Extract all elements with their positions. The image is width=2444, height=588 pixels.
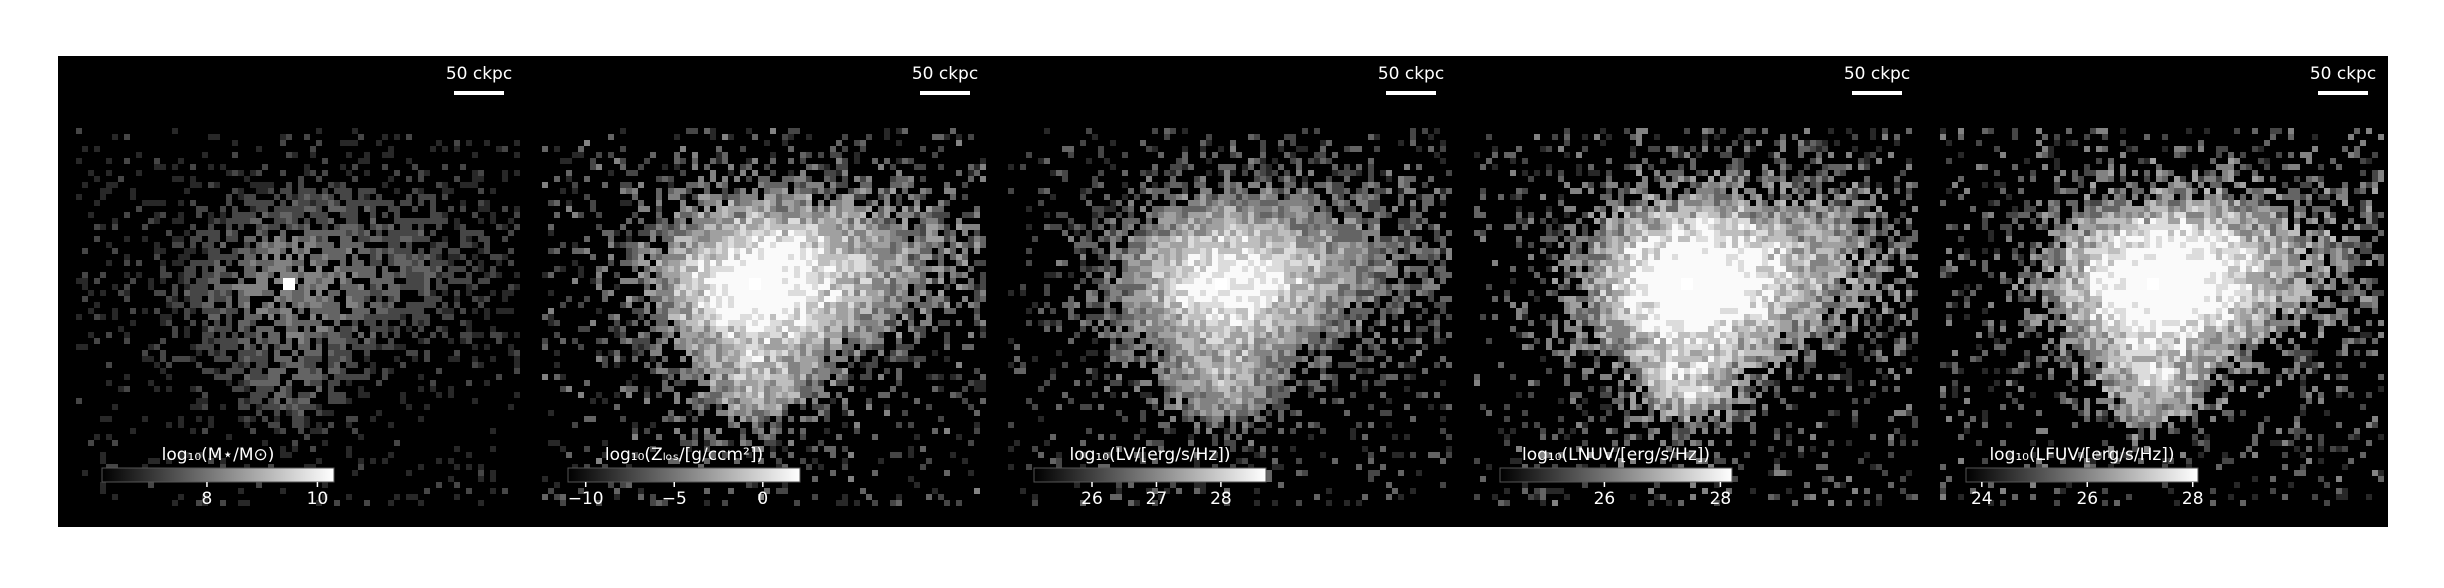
colorbar-label: log₁₀(M⋆/M⊙) <box>162 445 275 465</box>
colorbar-tick-label: 24 <box>1971 489 1993 509</box>
colorbar-tick-label: 26 <box>1594 489 1616 509</box>
colorbar-tick-label: 28 <box>2182 489 2204 509</box>
core <box>283 278 295 290</box>
panel: 50 ckpc log₁₀(LFUV/[erg/s/Hz]) 24 26 28 <box>1940 64 2384 509</box>
colorbar-tick-label: 28 <box>1210 489 1232 509</box>
image-pixels <box>1552 170 1918 422</box>
panel: 50 ckpc log₁₀(M⋆/M⊙) 8 10 <box>76 64 520 509</box>
colorbar-label: log₁₀(LNUV/[erg/s/Hz]) <box>1522 445 1710 465</box>
image-pixels <box>1940 128 2384 500</box>
image-pixels <box>232 236 364 344</box>
colorbar <box>567 467 801 483</box>
image-pixels <box>2012 158 2378 440</box>
colorbar-tick-label: 10 <box>307 489 329 509</box>
scale-label: 50 ckpc <box>1844 64 1910 84</box>
panel: 50 ckpc log₁₀(LV/[erg/s/Hz]) 26 27 28 <box>1008 64 1452 509</box>
image-pixels <box>2066 206 2288 392</box>
colorbar-label: log₁₀(Zₗₒₛ/[g/ccm²]) <box>605 445 763 465</box>
image-pixels <box>542 128 986 500</box>
colorbar-tick-label: −10 <box>568 489 604 509</box>
image-pixels <box>674 212 872 398</box>
image-pixels <box>1474 128 1918 506</box>
image-pixels <box>1056 146 1452 446</box>
image-pixels <box>1474 128 1918 506</box>
scale-label: 50 ckpc <box>912 64 978 84</box>
colorbar-tick-label: 8 <box>202 489 213 509</box>
scale-label: 50 ckpc <box>1378 64 1444 84</box>
colorbar-tick-label: 28 <box>1710 489 1732 509</box>
colorbar-tick-label: −5 <box>662 489 687 509</box>
image-pixels <box>1940 128 2384 506</box>
image-pixels <box>1008 128 1452 506</box>
core <box>1215 278 1227 290</box>
core <box>2147 278 2159 290</box>
image-pixels <box>1176 236 1302 326</box>
colorbar <box>101 467 335 483</box>
image-pixels <box>692 230 842 362</box>
image-pixels <box>76 128 520 506</box>
scale-label: 50 ckpc <box>2310 64 2376 84</box>
image-pixels <box>76 128 520 506</box>
image-pixels <box>1600 206 1822 404</box>
image-pixels <box>184 194 442 416</box>
core <box>749 278 761 290</box>
colorbar-tick-label: 27 <box>1146 489 1168 509</box>
colorbar <box>1033 467 1267 483</box>
image-pixels <box>542 128 986 506</box>
core <box>1681 278 1693 290</box>
image-pixels <box>1474 128 1918 506</box>
image-pixels <box>2084 218 2258 386</box>
colorbar-tick-label: 26 <box>1081 489 1103 509</box>
image-pixels <box>1140 206 1344 404</box>
colorbar <box>1965 467 2199 483</box>
panel: 50 ckpc log₁₀(Zₗₒₛ/[g/ccm²]) −10 −5 0 <box>542 64 986 509</box>
colorbar <box>1499 467 1733 483</box>
image-pixels <box>1152 224 1320 386</box>
colorbar-label: log₁₀(LFUV/[erg/s/Hz]) <box>1989 445 2174 465</box>
colorbar-tick-label: 0 <box>757 489 768 509</box>
scale-label: 50 ckpc <box>446 64 512 84</box>
colorbar-label: log₁₀(LV/[erg/s/Hz]) <box>1070 445 1231 465</box>
image-pixels <box>626 188 980 422</box>
image-pixels <box>1014 128 1452 506</box>
image-pixels <box>1588 194 1870 422</box>
image-pixels <box>1612 218 1792 398</box>
colorbar-tick-label: 26 <box>2076 489 2098 509</box>
panel: 50 ckpc log₁₀(LNUV/[erg/s/Hz]) 26 28 <box>1474 64 1918 509</box>
